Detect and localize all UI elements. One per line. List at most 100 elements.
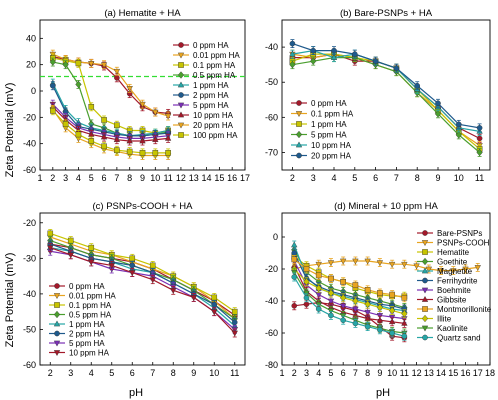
legend-label: 0.5 ppm HA bbox=[69, 311, 112, 320]
data-point bbox=[62, 60, 69, 69]
x-axis-label-right: pH bbox=[376, 387, 390, 399]
x-tick-label: 2 bbox=[48, 368, 53, 378]
data-point bbox=[100, 133, 108, 140]
x-tick-label: 15 bbox=[448, 368, 458, 378]
data-point bbox=[164, 134, 172, 141]
chart-title: (d) Mineral + 10 ppm HA bbox=[334, 201, 438, 212]
x-tick-label: 7 bbox=[353, 368, 358, 378]
y-tick-label: -40 bbox=[265, 296, 278, 306]
data-point bbox=[303, 266, 310, 272]
series-line bbox=[294, 260, 478, 272]
data-point bbox=[340, 279, 346, 285]
data-point bbox=[364, 258, 371, 265]
x-tick-label: 10 bbox=[150, 173, 160, 183]
x-tick-label: 12 bbox=[412, 368, 422, 378]
y-tick-label: -20 bbox=[23, 218, 36, 228]
series-line bbox=[52, 56, 169, 114]
x-tick-label: 5 bbox=[352, 173, 357, 183]
data-point bbox=[152, 136, 159, 142]
data-point bbox=[340, 294, 347, 302]
data-point bbox=[289, 50, 296, 57]
series-line bbox=[292, 43, 480, 129]
chart-title: (a) Hematite + HA bbox=[104, 8, 181, 19]
legend-marker bbox=[421, 325, 429, 332]
data-point bbox=[113, 68, 121, 75]
legend-marker bbox=[177, 71, 185, 79]
legend-label: Montmorillonite bbox=[437, 305, 492, 314]
legend-marker bbox=[178, 132, 184, 138]
legend-marker bbox=[295, 141, 303, 148]
legend-marker bbox=[422, 249, 428, 255]
legend-label: 100 ppm HA bbox=[193, 131, 238, 140]
x-tick-label: 2 bbox=[292, 368, 297, 378]
data-point bbox=[50, 82, 56, 89]
data-point bbox=[328, 275, 334, 282]
series-line bbox=[52, 103, 169, 139]
legend-label: 20 ppm HA bbox=[193, 121, 234, 130]
x-tick-label: 13 bbox=[424, 368, 434, 378]
legend-marker bbox=[421, 240, 429, 247]
x-tick-label: 10 bbox=[454, 173, 464, 183]
data-point bbox=[170, 288, 177, 294]
data-point bbox=[315, 284, 322, 292]
legend-marker bbox=[295, 130, 303, 139]
x-tick-label: 6 bbox=[341, 368, 346, 378]
x-tick-label: 11 bbox=[475, 173, 484, 183]
series-line bbox=[52, 106, 169, 142]
legend-marker bbox=[177, 111, 185, 118]
data-point bbox=[231, 308, 238, 315]
x-tick-label: 3 bbox=[68, 368, 73, 378]
y-tick-label: 0 bbox=[31, 86, 36, 96]
series-line bbox=[50, 236, 236, 320]
legend-marker bbox=[53, 350, 61, 357]
data-point bbox=[231, 330, 238, 337]
data-point bbox=[88, 259, 95, 266]
legend-label: 5 ppm HA bbox=[193, 101, 229, 110]
legend-marker bbox=[53, 340, 61, 347]
x-tick-label: 12 bbox=[176, 173, 186, 183]
data-point bbox=[364, 287, 371, 293]
series-line bbox=[50, 232, 236, 313]
x-tick-label: 4 bbox=[316, 368, 321, 378]
chart-title: (b) Bare-PSNPs + HA bbox=[340, 8, 433, 19]
y-tick-label: -60 bbox=[265, 328, 278, 338]
x-axis-label-left: pH bbox=[129, 387, 143, 399]
chart-panel-3: (c) PSNPs-COOH + HA 2 3 4 5 6 7 8 9 10 11 -60 -50 -40… bbox=[23, 201, 246, 378]
data-point bbox=[389, 330, 395, 336]
y-tick-label: -60 bbox=[265, 112, 278, 122]
legend-label: 5 ppm HA bbox=[69, 339, 105, 348]
data-point bbox=[327, 289, 335, 297]
data-point bbox=[328, 312, 334, 319]
x-tick-label: 5 bbox=[109, 368, 114, 378]
data-point bbox=[164, 113, 172, 120]
legend-marker bbox=[295, 111, 303, 118]
data-point bbox=[476, 135, 483, 142]
legend-marker bbox=[296, 100, 302, 106]
data-point bbox=[315, 272, 322, 279]
series-line bbox=[293, 271, 405, 334]
data-point bbox=[330, 54, 338, 60]
legend-label: Kaolinite bbox=[437, 324, 468, 333]
legend-marker bbox=[53, 293, 61, 300]
series-line bbox=[293, 244, 405, 312]
legend-marker bbox=[421, 314, 429, 323]
x-tick-label: 3 bbox=[311, 173, 316, 183]
data-point bbox=[114, 75, 120, 81]
legend-marker bbox=[421, 257, 429, 266]
data-point bbox=[315, 306, 322, 312]
legend-marker bbox=[422, 306, 428, 312]
y-tick-label: -40 bbox=[265, 42, 278, 52]
data-point bbox=[393, 65, 400, 71]
x-tick-label: 14 bbox=[202, 173, 212, 183]
y-axis-label-bottom: Zeta Potential (mV) bbox=[4, 253, 16, 348]
legend-marker bbox=[54, 283, 60, 289]
series-line bbox=[52, 82, 169, 137]
legend-marker bbox=[54, 302, 60, 308]
series-line bbox=[52, 85, 169, 137]
series-line bbox=[50, 247, 236, 334]
y-tick-label: -80 bbox=[265, 360, 278, 370]
legend-marker bbox=[296, 152, 302, 159]
data-point bbox=[291, 241, 298, 248]
x-tick-label: 3 bbox=[304, 368, 309, 378]
data-point bbox=[211, 301, 218, 308]
